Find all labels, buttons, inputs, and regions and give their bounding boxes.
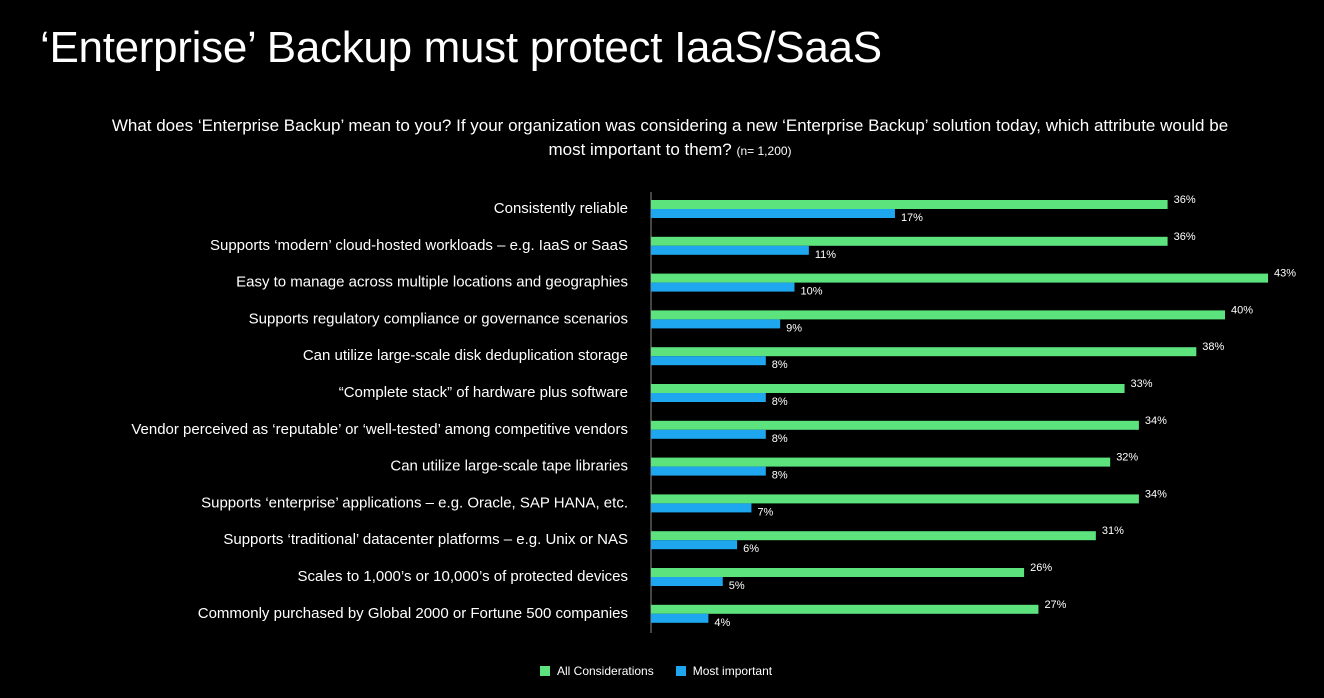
bar-most-important [651,209,895,218]
bar-most-important [651,540,738,550]
data-label-all-considerations: 33% [1131,378,1153,390]
bar-most-important [651,429,766,439]
bar-all-considerations [651,384,1125,393]
data-label-all-considerations: 38% [1202,341,1224,353]
data-label-most-important: 4% [714,617,730,629]
data-label-all-considerations: 36% [1174,231,1196,243]
sample-size-note: (n= 1,200) [736,144,792,158]
category-label: Supports regulatory compliance or govern… [249,310,628,327]
bar-all-considerations [651,568,1025,577]
category-label: Supports ‘traditional’ datacenter platfo… [223,531,628,548]
data-label-most-important: 8% [772,433,788,445]
bar-most-important [651,282,795,292]
bar-all-considerations [651,310,1225,320]
bar-all-considerations [651,273,1269,283]
category-label: Supports ‘enterprise’ applications – e.g… [201,494,628,511]
category-label: “Complete stack” of hardware plus softwa… [339,384,628,401]
data-label-most-important: 6% [743,543,759,555]
slide-title: ‘Enterprise’ Backup must protect IaaS/Sa… [40,23,882,72]
bar-all-considerations [651,604,1039,614]
legend-item-all-considerations: All Considerations [540,664,654,678]
data-label-most-important: 11% [815,249,836,261]
bar-most-important [651,577,723,586]
category-label: Vendor perceived as ‘reputable’ or ‘well… [131,421,628,438]
bar-most-important [651,319,781,329]
data-label-most-important: 17% [901,212,923,224]
bar-most-important [651,356,766,366]
data-label-all-considerations: 43% [1274,268,1296,280]
data-label-all-considerations: 34% [1145,488,1167,500]
bar-all-considerations [651,531,1096,541]
legend-swatch-all-considerations [540,666,550,676]
category-label: Can utilize large-scale tape libraries [390,458,628,475]
chart-legend: All Considerations Most important [540,664,794,678]
bar-most-important [651,245,809,255]
data-label-most-important: 7% [757,506,773,518]
category-label: Can utilize large-scale disk deduplicati… [303,347,628,364]
bar-all-considerations [651,420,1139,430]
bar-all-considerations [651,494,1139,504]
bar-most-important [651,503,752,513]
data-label-most-important: 5% [729,580,745,592]
data-label-most-important: 8% [772,359,788,371]
survey-question: What does ‘Enterprise Backup’ mean to yo… [100,114,1240,163]
bar-all-considerations [651,457,1111,467]
category-label: Easy to manage across multiple locations… [236,274,628,291]
legend-swatch-most-important [675,666,686,676]
data-label-most-important: 8% [772,470,788,482]
bar-most-important [651,393,766,402]
legend-label-most-important: Most important [692,664,773,678]
category-label: Scales to 1,000’s or 10,000’s of protect… [298,568,629,585]
category-label: Commonly purchased by Global 2000 or For… [198,605,628,622]
bar-all-considerations [651,236,1168,246]
data-label-all-considerations: 36% [1174,194,1196,206]
question-text: What does ‘Enterprise Backup’ mean to yo… [111,116,1229,159]
category-label: Supports ‘modern’ cloud-hosted workloads… [210,237,628,254]
data-label-all-considerations: 31% [1102,525,1124,537]
data-label-all-considerations: 26% [1030,562,1052,574]
data-label-all-considerations: 27% [1044,599,1066,611]
data-label-all-considerations: 32% [1116,452,1138,464]
legend-item-most-important: Most important [675,664,773,678]
bar-most-important [651,613,709,623]
bar-all-considerations [651,347,1197,357]
bar-all-considerations [651,200,1168,209]
data-label-all-considerations: 40% [1231,304,1253,316]
bar-most-important [651,466,766,476]
category-label: Consistently reliable [494,200,628,217]
data-label-all-considerations: 34% [1145,415,1167,427]
data-label-most-important: 9% [786,322,802,334]
data-label-most-important: 8% [772,396,788,408]
data-label-most-important: 10% [801,286,823,298]
legend-label-all-considerations: All Considerations [557,664,654,678]
